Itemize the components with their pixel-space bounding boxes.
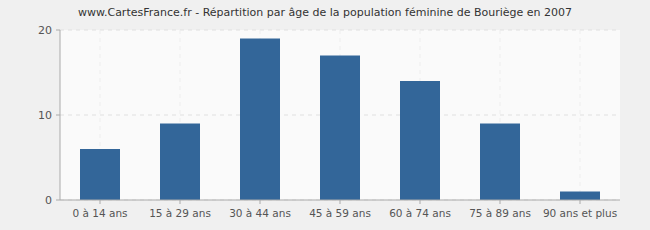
- bar: [240, 39, 280, 201]
- y-tick: [56, 30, 60, 31]
- chart-container: 0 10 20 0 à 14 ans 15 à 29 ans 30 à 44 ans 45 …: [0, 0, 650, 230]
- background: [0, 0, 650, 230]
- bar: [400, 81, 440, 200]
- x-tick: [180, 200, 181, 204]
- bars: [80, 39, 600, 201]
- bar: [480, 124, 520, 201]
- bar: [320, 56, 360, 201]
- y-tick: [56, 200, 60, 201]
- x-tick: [500, 200, 501, 204]
- x-tick: [340, 200, 341, 204]
- x-tick-label: 0 à 14 ans: [72, 207, 127, 219]
- y-axis: [60, 30, 61, 200]
- y-tick: [56, 115, 60, 116]
- y-tick-label: 0: [45, 194, 52, 207]
- x-tick-label: 60 à 74 ans: [389, 207, 451, 219]
- x-tick-label: 90 ans et plus: [543, 207, 617, 219]
- x-tick: [100, 200, 101, 204]
- x-tick-label: 45 à 59 ans: [309, 207, 371, 219]
- bar: [80, 149, 120, 200]
- x-tick-label: 75 à 89 ans: [469, 207, 531, 219]
- x-tick-label: 30 à 44 ans: [229, 207, 291, 219]
- x-tick: [580, 200, 581, 204]
- plot-area: [60, 30, 620, 200]
- chart: 0 10 20 0 à 14 ans 15 à 29 ans 30 à 44 ans 45 …: [0, 0, 650, 230]
- y-tick-label: 20: [38, 24, 52, 37]
- bar: [160, 124, 200, 201]
- grid-line-vertical: [580, 30, 581, 200]
- y-tick-label: 10: [38, 109, 52, 122]
- x-tick: [260, 200, 261, 204]
- title: www.CartesFrance.fr - Répartition par âg…: [78, 6, 572, 19]
- x-tick-label: 15 à 29 ans: [149, 207, 211, 219]
- bar: [560, 192, 600, 201]
- x-tick: [420, 200, 421, 204]
